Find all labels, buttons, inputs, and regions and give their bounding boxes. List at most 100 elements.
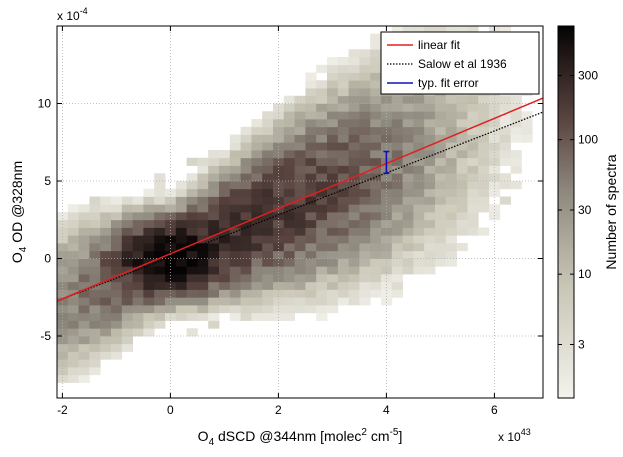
heatmap-cell bbox=[467, 126, 479, 135]
heatmap-cell bbox=[381, 243, 393, 252]
heatmap-cell bbox=[370, 258, 382, 267]
heatmap-cell bbox=[327, 103, 339, 112]
heatmap-cell bbox=[381, 188, 393, 197]
heatmap-cell bbox=[305, 289, 317, 298]
heatmap-cell bbox=[262, 235, 274, 244]
heatmap-cell bbox=[467, 95, 479, 104]
heatmap-cell bbox=[327, 111, 339, 120]
heatmap-cell bbox=[67, 367, 79, 376]
heatmap-cell bbox=[316, 281, 328, 290]
heatmap-cell bbox=[424, 119, 436, 128]
heatmap-cell bbox=[402, 250, 414, 259]
heatmap-cell bbox=[435, 142, 447, 151]
heatmap-cell bbox=[348, 227, 360, 236]
x-tick-label: 6 bbox=[491, 403, 498, 417]
heatmap-cell bbox=[121, 204, 133, 213]
heatmap-cell bbox=[467, 26, 479, 35]
heatmap-cell bbox=[67, 281, 79, 290]
heatmap-cell bbox=[489, 119, 501, 128]
heatmap-cell bbox=[294, 126, 306, 135]
heatmap-cell bbox=[424, 165, 436, 174]
heatmap-cell bbox=[445, 165, 457, 174]
heatmap-cell bbox=[337, 72, 349, 81]
heatmap-cell bbox=[402, 95, 414, 104]
heatmap-cell bbox=[391, 281, 403, 290]
heatmap-cell bbox=[521, 119, 533, 128]
heatmap-cell bbox=[370, 274, 382, 283]
heatmap-cell bbox=[165, 312, 177, 321]
heatmap-cell bbox=[121, 297, 133, 306]
axis-ticks: -2 0 2 4 6 -5 0 5 10 bbox=[38, 26, 543, 417]
heatmap-cell bbox=[208, 204, 220, 213]
heatmap-cell bbox=[294, 243, 306, 252]
heatmap-cell bbox=[391, 134, 403, 143]
heatmap-cell bbox=[143, 328, 155, 337]
heatmap-cell bbox=[348, 126, 360, 135]
heatmap-cell bbox=[186, 157, 198, 166]
heatmap-cell bbox=[197, 305, 209, 314]
heatmap-cell bbox=[327, 134, 339, 143]
heatmap-cell bbox=[391, 173, 403, 182]
heatmap-cell bbox=[78, 351, 90, 360]
heatmap-cell bbox=[424, 103, 436, 112]
heatmap-cell bbox=[132, 250, 144, 259]
heatmap-cell bbox=[316, 165, 328, 174]
heatmap-cell bbox=[111, 266, 123, 275]
heatmap-cell bbox=[175, 243, 187, 252]
heatmap-cell bbox=[435, 134, 447, 143]
heatmap-cell bbox=[467, 111, 479, 120]
heatmap-cell bbox=[273, 134, 285, 143]
heatmap-cell bbox=[294, 289, 306, 298]
heatmap-cell bbox=[391, 126, 403, 135]
heatmap-cell bbox=[283, 119, 295, 128]
heatmap-cell bbox=[370, 266, 382, 275]
heatmap-cell bbox=[316, 289, 328, 298]
heatmap-cell bbox=[111, 219, 123, 228]
heatmap-cell bbox=[229, 173, 241, 182]
heatmap-cell bbox=[424, 134, 436, 143]
heatmap-cell bbox=[467, 119, 479, 128]
heatmap-cell bbox=[251, 126, 263, 135]
heatmap-cell bbox=[337, 266, 349, 275]
heatmap-cell bbox=[240, 157, 252, 166]
heatmap-cell bbox=[348, 274, 360, 283]
heatmap-cell bbox=[57, 359, 69, 368]
heatmap-cell bbox=[251, 297, 263, 306]
heatmap-cell bbox=[381, 111, 393, 120]
heatmap-cell bbox=[251, 227, 263, 236]
heatmap-cell bbox=[121, 281, 133, 290]
heatmap-cell bbox=[381, 134, 393, 143]
heatmap-cell bbox=[175, 188, 187, 197]
heatmap-cell bbox=[359, 95, 371, 104]
heatmap-cell bbox=[154, 188, 166, 197]
heatmap-cell bbox=[89, 250, 101, 259]
heatmap-cell bbox=[67, 274, 79, 283]
heatmap-cell bbox=[305, 95, 317, 104]
heatmap-cell bbox=[316, 212, 328, 221]
heatmap-cell bbox=[413, 204, 425, 213]
heatmap-cell bbox=[283, 212, 295, 221]
heatmap-cell bbox=[402, 196, 414, 205]
heatmap-cell bbox=[219, 266, 231, 275]
heatmap-cell bbox=[294, 181, 306, 190]
heatmap-cell bbox=[424, 126, 436, 135]
heatmap-cell bbox=[456, 173, 468, 182]
heatmap-cell bbox=[294, 157, 306, 166]
heatmap-cell bbox=[78, 289, 90, 298]
heatmap-cell bbox=[435, 165, 447, 174]
heatmap-cell bbox=[208, 320, 220, 329]
heatmap-cell bbox=[456, 111, 468, 120]
heatmap-cell bbox=[391, 119, 403, 128]
heatmap-cell bbox=[251, 235, 263, 244]
heatmap-cell bbox=[78, 258, 90, 267]
heatmap-cell bbox=[67, 250, 79, 259]
heatmap-cell bbox=[294, 297, 306, 306]
heatmap-cell bbox=[57, 320, 69, 329]
heatmap-cell bbox=[370, 196, 382, 205]
heatmap-cell bbox=[283, 204, 295, 213]
heatmap-cell bbox=[240, 212, 252, 221]
heatmap-cell bbox=[467, 157, 479, 166]
colorbar-ticks: 3 10 30 100 300 bbox=[558, 68, 598, 351]
heatmap-cell bbox=[165, 258, 177, 267]
heatmap-cell bbox=[424, 142, 436, 151]
